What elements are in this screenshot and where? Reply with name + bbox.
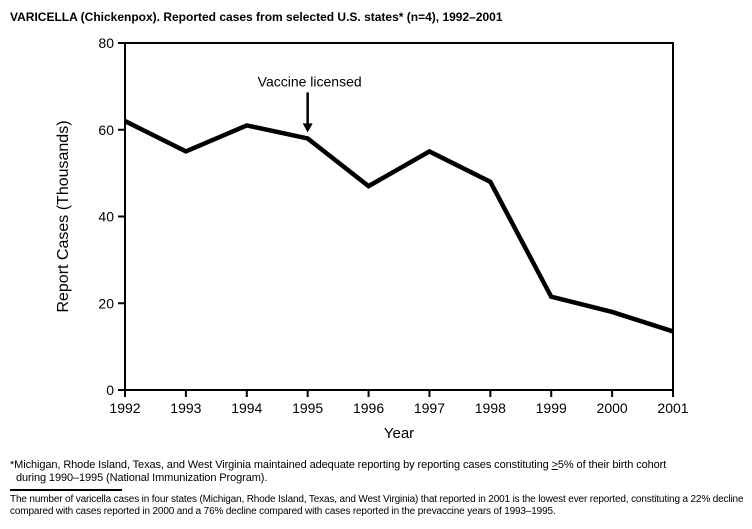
x-tick-label: 2001 <box>657 400 688 416</box>
greater-equal-symbol: > <box>551 459 558 471</box>
footnote-divider <box>10 489 122 491</box>
x-tick-label: 1994 <box>231 400 262 416</box>
y-axis-title: Report Cases (Thousands) <box>55 120 72 312</box>
x-tick-label: 1998 <box>475 400 506 416</box>
plot-border <box>124 42 674 391</box>
data-line <box>123 119 674 334</box>
footnote-decline: The number of varicella cases in four st… <box>10 494 744 517</box>
x-tick-label: 1997 <box>414 400 445 416</box>
chart-svg: 0 20 40 60 80 1992 1993 1994 1995 1996 1997 1998 199… <box>55 35 689 442</box>
y-tick-label: 40 <box>98 209 114 225</box>
footnote-reporting-line2: during 1990–1995 (National Immunization … <box>16 472 268 484</box>
annotation-arrowhead <box>302 123 313 133</box>
x-axis-title: Year <box>384 425 414 442</box>
chart-title: VARICELLA (Chickenpox). Reported cases f… <box>10 10 503 24</box>
annotation-label: Vaccine licensed <box>258 73 362 89</box>
x-tick-label: 1995 <box>292 400 323 416</box>
x-tick-label: 2000 <box>597 400 628 416</box>
x-tick-label: 1993 <box>170 400 201 416</box>
x-tick-label: 1996 <box>353 400 384 416</box>
y-tick-label: 20 <box>98 295 114 311</box>
x-tick-label: 1999 <box>536 400 567 416</box>
y-tick-label: 0 <box>106 382 114 398</box>
y-tick-label: 60 <box>98 122 114 138</box>
footnote-reporting-line1: *Michigan, Rhode Island, Texas, and West… <box>10 459 667 471</box>
y-tick-label: 80 <box>98 35 114 51</box>
footnote-reporting: *Michigan, Rhode Island, Texas, and West… <box>10 459 666 485</box>
x-tick-label: 1992 <box>109 400 140 416</box>
